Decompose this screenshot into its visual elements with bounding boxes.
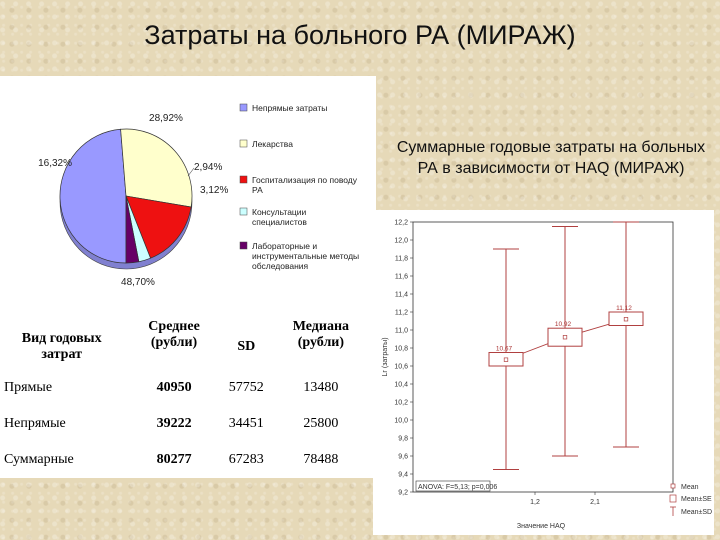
plot-frame [412, 221, 674, 493]
legend-swatch [239, 139, 248, 148]
table-cell: 13480 [303, 380, 339, 395]
pie-slice-label: 2,94% [194, 162, 222, 173]
y-tick-label: 11,0 [395, 328, 408, 335]
cost-table: Вид годовых затрат Среднее (рубли) SD Ме… [0, 300, 374, 478]
legend-label: Mean±SE [681, 496, 712, 503]
table-cell: 80277 [156, 452, 192, 467]
anova-box [415, 480, 491, 492]
pie-slice [120, 128, 193, 208]
mean-label: 10,67 [496, 346, 513, 353]
pie-slice-label: 28,92% [149, 113, 183, 124]
y-tick-label: 10,6 [394, 364, 408, 371]
mean-point [623, 317, 629, 322]
y-tick-label: 11,2 [395, 310, 408, 317]
y-axis-label: Lг (затраты) [382, 337, 389, 376]
table-row: Прямые 40950 57752 13480 [0, 370, 374, 406]
y-tick-label: 10,4 [394, 382, 408, 389]
legend-label: Лекарства [252, 139, 293, 149]
pie-slice [125, 195, 140, 264]
x-tick-label: 1,2 [530, 499, 540, 506]
y-tick-label: 11,8 [395, 256, 408, 263]
box-chart-panel: 12,2 12,0 11,8 11,6 11,4 11,2 11,0 10,8 10,6 10,4… [373, 210, 714, 535]
y-tick-label: 9,6 [398, 454, 408, 461]
table-cell: 67283 [228, 452, 264, 467]
table-row: Суммарные 80277 67283 78488 [0, 442, 374, 478]
y-tick-label: 10,8 [394, 346, 408, 353]
table-header-row: Вид годовых затрат Среднее (рубли) SD Ме… [0, 300, 374, 370]
legend-swatch [239, 207, 248, 216]
table-cell: Непрямые [4, 416, 66, 431]
pie-slice-label: 48,70% [121, 277, 155, 288]
pie-slice-label: 16,32% [38, 158, 72, 169]
table-header-cell: Среднее (рубли) [148, 319, 200, 350]
pie-chart-panel: 48,70% 28,92% 16,32% 2,94% 3,12% Непрямые зат… [0, 76, 376, 302]
table-cell: 57752 [228, 380, 264, 395]
y-tick-label: 12,0 [394, 238, 408, 245]
y-tick-label: 9,8 [398, 436, 408, 443]
legend-mean-marker [670, 483, 676, 489]
y-tick-label: 10,2 [394, 400, 408, 407]
table-header-cell: Вид годовых затрат [21, 331, 102, 362]
table-row: Непрямые 39222 34451 25800 [0, 406, 374, 442]
pie-chart: 48,70% 28,92% 16,32% 2,94% 3,12% Непрямые зат… [38, 103, 359, 288]
table-cell: 78488 [303, 452, 339, 467]
mean-label: 10,92 [555, 321, 572, 328]
pie-slice [59, 128, 127, 264]
table-cell: 39222 [156, 416, 192, 431]
legend-label: Непрямые затраты [252, 103, 327, 113]
y-tick-label: 9,2 [398, 490, 408, 497]
table-cell: 34451 [228, 416, 264, 431]
box-chart: 12,2 12,0 11,8 11,6 11,4 11,2 11,0 10,8 10,6 10,4… [382, 220, 712, 531]
legend-label: Госпитализация по поводу РА [252, 175, 358, 195]
y-tick-label: 11,6 [395, 274, 408, 281]
legend-label: Консультации специалистов [252, 207, 307, 227]
table-cell: 40950 [156, 380, 192, 395]
y-tick-label: 10,0 [394, 418, 408, 425]
table-cell: Суммарные [4, 452, 74, 467]
y-tick-label: 9,4 [398, 472, 408, 479]
legend-swatch [239, 103, 248, 112]
pie-leader-line [187, 167, 195, 177]
legend-se-marker [669, 494, 677, 503]
pie-slice [125, 195, 192, 259]
table-cell: Прямые [4, 380, 53, 395]
table-header-cell: SD [237, 339, 256, 354]
mean-point [503, 357, 509, 362]
legend-label: Mean [681, 484, 699, 491]
mean-point [562, 335, 568, 340]
table-header-cell: Медиана (рубли) [292, 319, 350, 350]
pie-slice-label: 3,12% [200, 185, 228, 196]
table-cell: 25800 [303, 416, 339, 431]
mean-label: 11,12 [616, 305, 632, 312]
legend-swatch [239, 241, 248, 250]
legend-label: Mean±SD [681, 509, 712, 516]
y-tick-label: 11,4 [395, 292, 408, 299]
legend-label: Лабораторные и инструментальные методы обс… [252, 241, 359, 271]
x-tick-label: 2,1 [590, 499, 600, 506]
x-axis-label: Значение HAQ [517, 523, 566, 530]
slide-title: Затраты на больного РА (МИРАЖ) [144, 20, 576, 50]
box-chart-caption: Суммарные годовые затраты на больных РА … [396, 139, 706, 177]
legend-swatch [239, 175, 248, 184]
anova-annotation: ANOVA: F=5,13; p=0,006 [418, 484, 497, 491]
y-tick-label: 12,2 [394, 220, 408, 227]
